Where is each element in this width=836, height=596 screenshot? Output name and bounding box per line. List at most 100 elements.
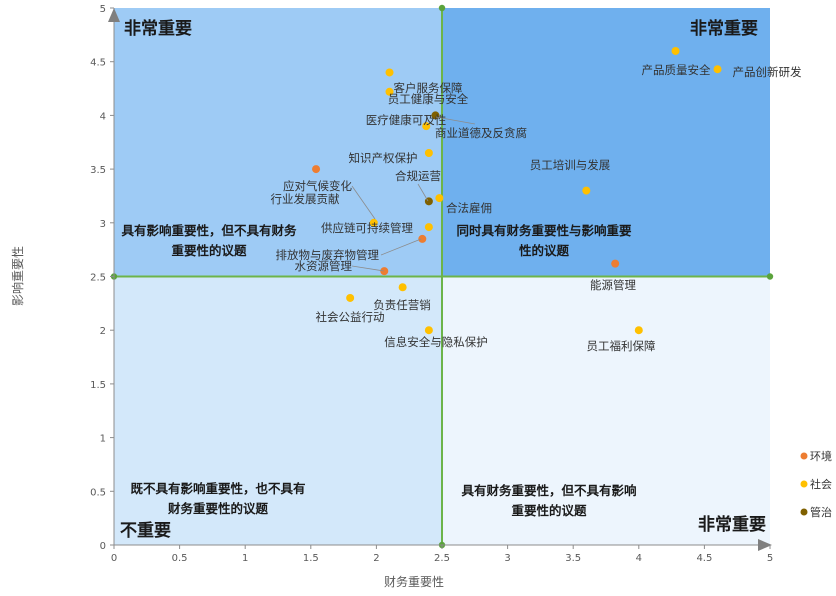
y-axis-title: 影响重要性 — [10, 246, 25, 306]
quadrant-bottom-right-description: 重要性的议题 — [511, 503, 587, 518]
data-point-社会 — [713, 65, 722, 74]
quadrant-top-right-description: 同时具有财务重要性与影响重要 — [456, 223, 632, 238]
data-point-label: 医疗健康可及性 — [366, 113, 447, 127]
threshold-endpoint-3 — [766, 273, 774, 280]
quadrant-top-right-label: 非常重要 — [690, 18, 758, 39]
quadrant-bottom-left-label: 不重要 — [120, 520, 171, 541]
data-point-label: 合规运营 — [395, 169, 441, 183]
quadrant-layer — [114, 8, 770, 545]
quadrant-bottom-left — [114, 276, 442, 545]
data-point-label: 社会公益行动 — [316, 310, 385, 324]
data-point-社会 — [435, 194, 444, 203]
data-point-环境 — [418, 234, 427, 243]
data-point-环境 — [611, 259, 620, 268]
data-point-label: 员工培训与发展 — [530, 158, 611, 172]
quadrant-top-right — [442, 8, 770, 277]
x-tick-label: 5 — [767, 553, 773, 564]
legend-label: 社会 — [810, 477, 832, 491]
quadrant-bottom-left-description: 财务重要性的议题 — [167, 501, 269, 516]
data-point-社会 — [671, 46, 680, 55]
data-point-label: 排放物与废弃物管理 — [276, 248, 380, 262]
data-point-社会 — [582, 186, 591, 195]
data-point-环境 — [380, 267, 389, 276]
quadrant-top-left-description: 具有影响重要性，但不具有财务 — [120, 223, 297, 238]
data-point-社会 — [398, 283, 407, 292]
y-tick-label: 4 — [100, 111, 106, 122]
y-tick-label: 0 — [100, 541, 106, 552]
data-point-label: 员工福利保障 — [587, 339, 656, 353]
data-point-社会 — [424, 223, 433, 232]
point-layer — [312, 46, 722, 335]
x-tick-label: 2 — [373, 553, 379, 564]
label-leader-line — [351, 185, 376, 220]
data-point-社会 — [424, 148, 433, 157]
data-point-label: 商业道德及反贪腐 — [435, 126, 527, 140]
threshold-endpoint-0 — [438, 4, 446, 12]
quadrant-top-left-description: 重要性的议题 — [171, 243, 247, 258]
quadrant-top-left-label: 非常重要 — [124, 18, 192, 39]
label-leader-line — [435, 116, 476, 125]
data-point-label: 合法雇佣 — [446, 201, 492, 215]
data-point-label: 产品创新研发 — [733, 65, 802, 79]
y-tick-label: 1.5 — [90, 380, 106, 391]
data-point-社会 — [385, 68, 394, 77]
quadrant-top-right-description: 性的议题 — [518, 243, 570, 258]
y-tick-label: 5 — [100, 4, 106, 15]
data-point-label: 客户服务保障 — [394, 81, 463, 95]
x-tick-label: 3 — [504, 553, 510, 564]
legend-marker-管治 — [800, 508, 808, 516]
legend-marker-社会 — [800, 480, 808, 488]
data-point-label: 水资源管理 — [295, 259, 353, 273]
x-tick-label: 4.5 — [696, 553, 712, 564]
data-point-label: 知识产权保护 — [349, 151, 418, 165]
data-point-label: 产品质量安全 — [642, 63, 711, 77]
label-leader-line — [351, 265, 385, 272]
y-tick-label: 3.5 — [90, 165, 106, 176]
x-tick-label: 0 — [111, 553, 117, 564]
x-tick-label: 3.5 — [565, 553, 581, 564]
y-tick-label: 2 — [100, 326, 106, 337]
quadrant-bottom-left-description: 既不具有影响重要性，也不具有 — [130, 481, 305, 496]
data-point-社会 — [422, 122, 431, 131]
quadrant-bottom-right — [442, 276, 770, 545]
label-leader-line — [380, 238, 422, 256]
data-point-label: 供应链可持续管理 — [321, 221, 413, 235]
data-point-社会 — [424, 326, 433, 335]
data-point-社会 — [346, 293, 355, 302]
x-tick-label: 1 — [242, 553, 248, 564]
y-tick-label: 2.5 — [90, 273, 106, 284]
data-point-社会 — [369, 218, 378, 227]
quadrant-bottom-right-label: 非常重要 — [698, 514, 766, 535]
x-tick-label: 1.5 — [303, 553, 319, 564]
data-point-环境 — [312, 165, 321, 174]
label-leader-line — [417, 183, 429, 202]
y-tick-label: 1 — [100, 434, 106, 445]
x-tick-label: 2.5 — [434, 553, 450, 564]
data-point-label: 信息安全与隐私保护 — [384, 335, 488, 349]
legend-marker-环境 — [800, 452, 808, 460]
y-axis-arrowhead — [108, 8, 120, 22]
data-point-社会 — [385, 87, 394, 96]
legend-label: 管治 — [810, 505, 832, 519]
data-point-label: 员工健康与安全 — [388, 92, 469, 106]
y-tick-label: 4.5 — [90, 58, 106, 69]
data-point-label: 能源管理 — [590, 278, 636, 292]
data-point-label: 行业发展贡献 — [271, 192, 340, 206]
data-point-社会 — [634, 326, 643, 335]
x-axis-title: 财务重要性 — [384, 574, 444, 589]
x-axis-arrowhead — [758, 539, 772, 551]
quadrant-bottom-right-description: 具有财务重要性，但不具有影响 — [460, 483, 636, 498]
data-point-label: 负责任营销 — [373, 298, 431, 312]
data-point-label: 应对气候变化 — [283, 179, 352, 193]
x-tick-label: 0.5 — [172, 553, 188, 564]
axis-layer: 0 0.5 1 1.5 2 2.5 3 3.5 4 4.5 5 0 0.5 1 1.5 2 2.5 3 3.5 4 4.… — [90, 4, 773, 564]
y-tick-label: 0.5 — [90, 487, 106, 498]
x-tick-label: 4 — [636, 553, 642, 564]
quadrant-top-left — [114, 8, 442, 277]
y-tick-label: 3 — [100, 219, 106, 230]
legend-label: 环境 — [810, 449, 832, 463]
